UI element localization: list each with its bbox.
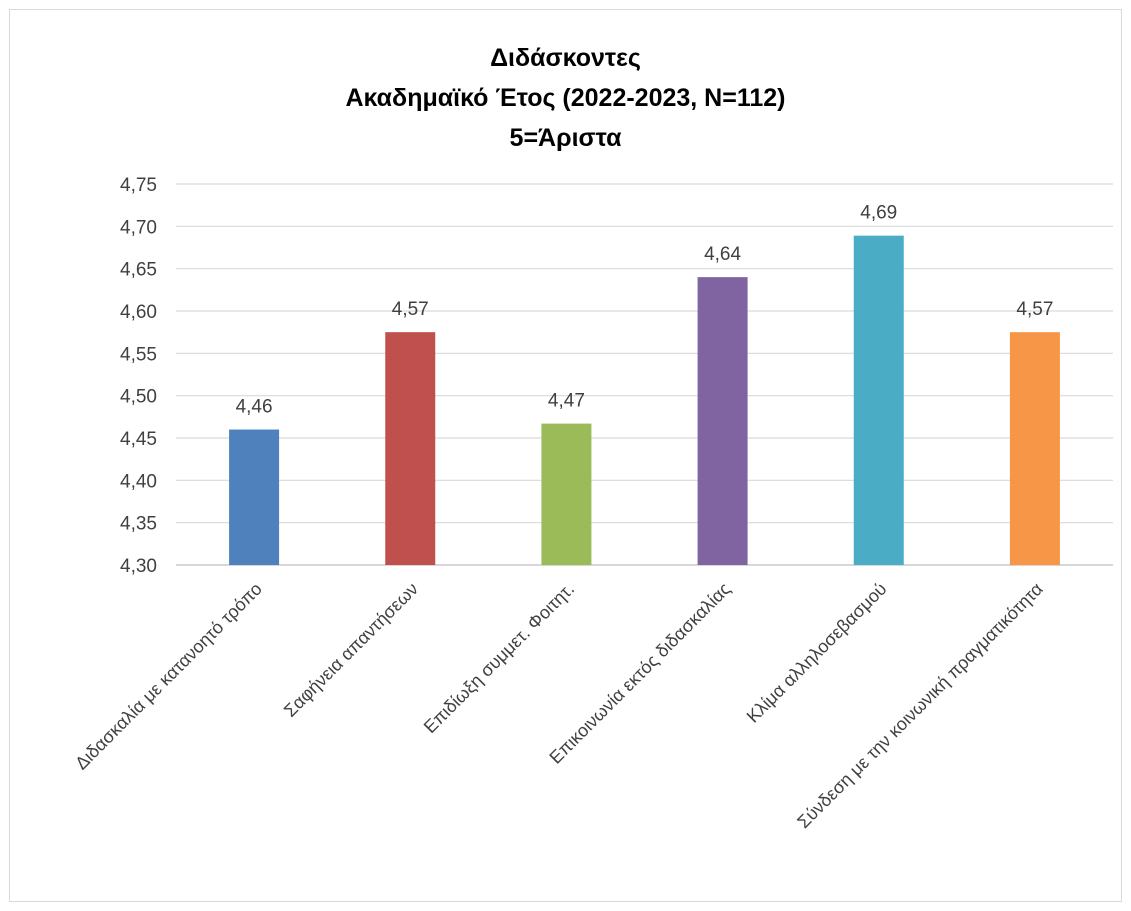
category-label: Σαφήνεια απαντήσεων — [280, 579, 422, 721]
bar — [1009, 332, 1060, 565]
data-label: 4,69 — [860, 203, 897, 224]
x-axis-categories: Διδασκαλία με κατανοητό τρόπο Σαφήνεια απ… — [71, 578, 1047, 832]
y-axis-ticks: 4,30 4,35 4,40 4,45 4,50 4,55 4,60 4,65 4,70 4,75 — [120, 175, 157, 577]
data-labels: 4,46 4,57 4,47 4,64 4,69 4,57 — [236, 203, 1054, 418]
y-tick-label: 4,40 — [120, 471, 157, 492]
y-tick-label: 4,50 — [120, 387, 157, 408]
category-label: Επικοινωνία εκτός διδασκαλίας — [545, 578, 734, 767]
chart-title: Διδάσκοντες Ακαδημαϊκό Έτος (2022-2023, … — [0, 38, 1131, 158]
bar — [229, 429, 280, 565]
category-label: Σύνδεση με την κοινωνική πραγματικότητα — [793, 579, 1046, 832]
bars — [229, 235, 1060, 565]
category-label: Επιδίωξη συμμετ. Φοιτητ. — [420, 579, 578, 737]
data-label: 4,46 — [236, 397, 273, 418]
category-label: Διδασκαλία με κατανοητό τρόπο — [71, 579, 266, 774]
gridlines — [176, 183, 1113, 566]
chart-title-line-1: Διδάσκοντες — [490, 44, 641, 72]
chart-title-line-2: Ακαδημαϊκό Έτος (2022-2023, Ν=112) — [345, 84, 786, 112]
chart-title-line-3: 5=Άριστα — [509, 124, 622, 152]
y-tick-label: 4,30 — [120, 556, 157, 577]
y-tick-label: 4,55 — [120, 344, 157, 365]
y-tick-label: 4,60 — [120, 302, 157, 323]
category-label: Κλίμα αλληλοσεβασμού — [743, 579, 891, 727]
data-label: 4,57 — [392, 299, 429, 320]
data-label: 4,57 — [1016, 299, 1053, 320]
bar — [385, 332, 436, 565]
bar — [853, 235, 904, 565]
y-tick-label: 4,65 — [120, 260, 157, 281]
data-label: 4,64 — [704, 244, 741, 265]
data-label: 4,47 — [548, 391, 585, 412]
y-tick-label: 4,70 — [120, 217, 157, 238]
bar — [541, 423, 592, 565]
y-tick-label: 4,45 — [120, 429, 157, 450]
y-tick-label: 4,35 — [120, 514, 157, 535]
y-tick-label: 4,75 — [120, 175, 157, 196]
bar — [697, 277, 748, 565]
